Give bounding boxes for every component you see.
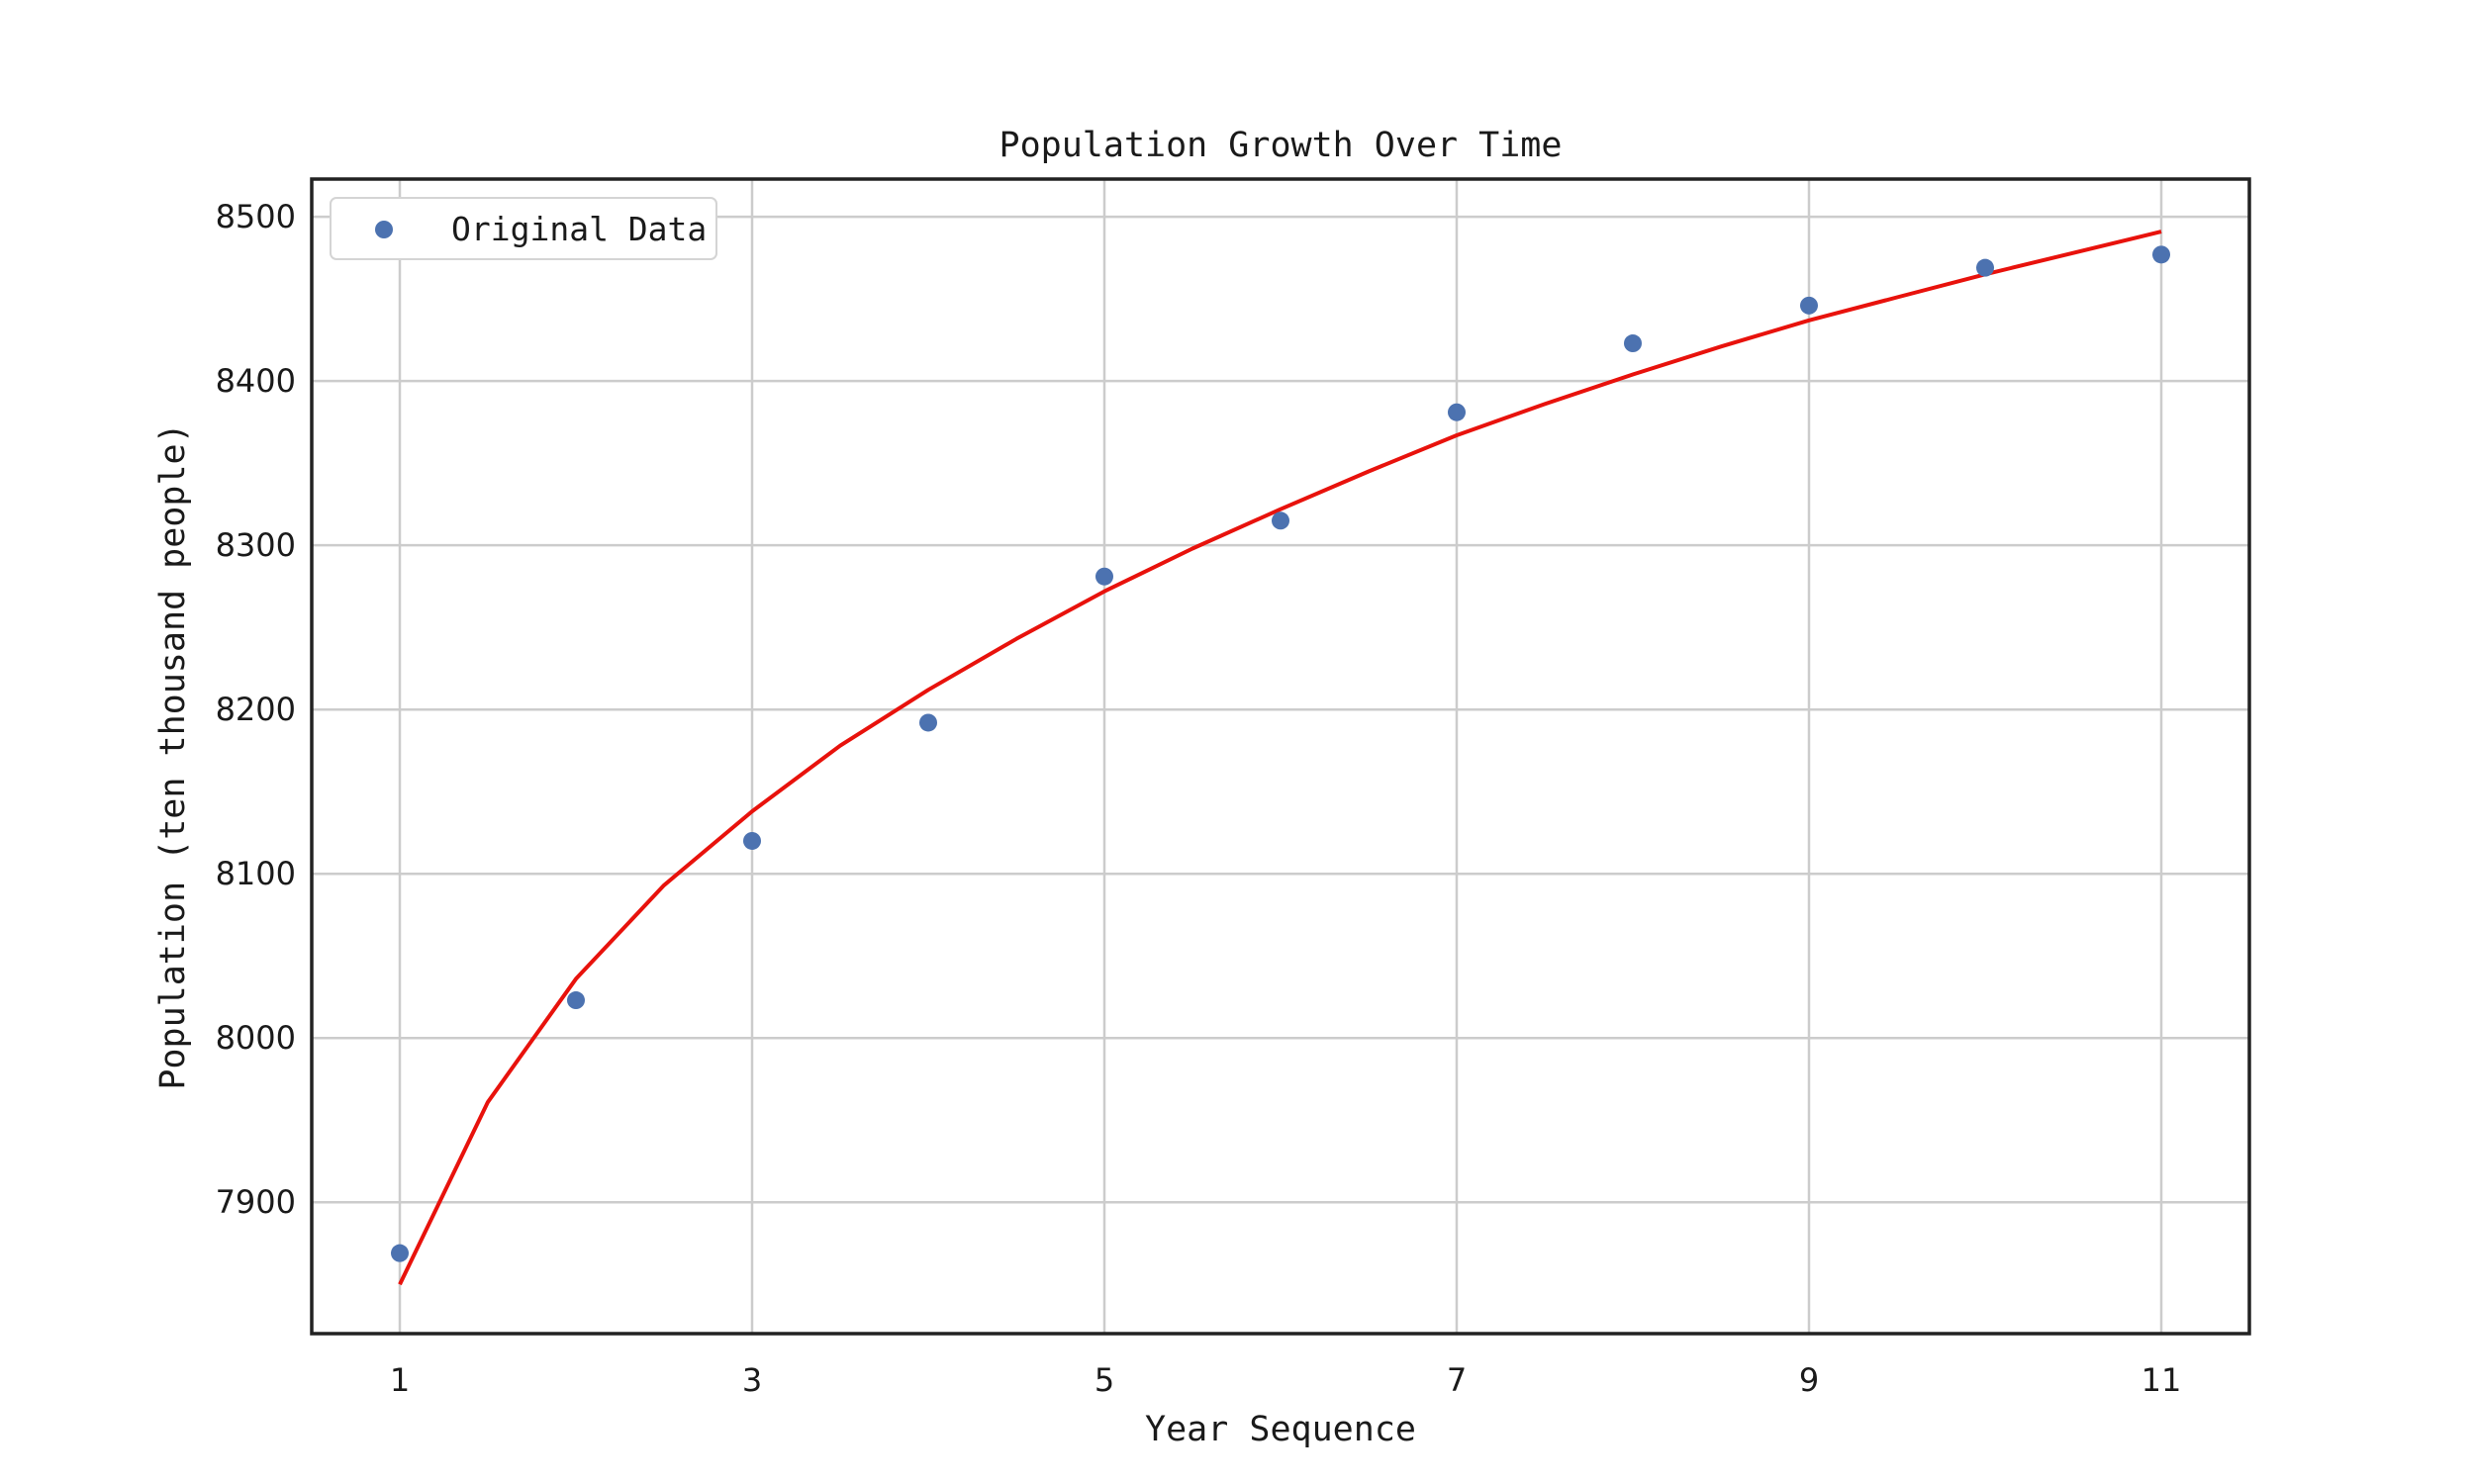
grid bbox=[312, 179, 2249, 1334]
x-tick-label: 1 bbox=[390, 1361, 410, 1399]
scatter-layer bbox=[391, 245, 2170, 1262]
legend-box bbox=[330, 197, 717, 260]
data-point bbox=[1800, 296, 1818, 315]
fit-line-layer bbox=[398, 230, 2162, 1286]
x-tick-label: 3 bbox=[742, 1361, 762, 1399]
y-tick-label: 8000 bbox=[216, 1019, 296, 1057]
x-axis-ticks: 1 3 5 7 9 11 bbox=[390, 1361, 2182, 1399]
plot-frame bbox=[310, 177, 2251, 1336]
data-point bbox=[1272, 511, 1289, 530]
y-tick-label: 8400 bbox=[216, 362, 296, 400]
y-tick-label: 8100 bbox=[216, 855, 296, 892]
data-point bbox=[919, 713, 937, 732]
y-tick-label: 8300 bbox=[216, 526, 296, 564]
y-axis-label: Population (ten thousand people) bbox=[153, 422, 193, 1089]
y-tick-label: 7900 bbox=[216, 1183, 296, 1221]
y-axis-ticks: 7900 8000 8100 8200 8300 8400 8500 bbox=[216, 198, 296, 1221]
data-point bbox=[2152, 245, 2170, 264]
x-tick-label: 5 bbox=[1094, 1361, 1114, 1399]
fit-line bbox=[398, 230, 2162, 1286]
x-tick-label: 7 bbox=[1447, 1361, 1467, 1399]
data-point bbox=[1095, 567, 1113, 586]
legend: Original Data bbox=[330, 197, 717, 260]
x-axis-label: Year Sequence bbox=[1145, 1410, 1416, 1449]
x-tick-label: 9 bbox=[1799, 1361, 1819, 1399]
legend-marker bbox=[375, 221, 393, 238]
data-point bbox=[1448, 403, 1466, 421]
data-point bbox=[567, 991, 585, 1010]
chart-title: Population Growth Over Time bbox=[999, 126, 1563, 165]
data-point bbox=[1976, 258, 1994, 277]
y-tick-label: 8500 bbox=[216, 198, 296, 235]
legend-label: Original Data bbox=[451, 210, 707, 248]
data-point bbox=[743, 831, 761, 850]
x-tick-label: 11 bbox=[2141, 1361, 2182, 1399]
data-point bbox=[1624, 334, 1642, 353]
data-point bbox=[391, 1244, 409, 1262]
y-tick-label: 8200 bbox=[216, 691, 296, 728]
